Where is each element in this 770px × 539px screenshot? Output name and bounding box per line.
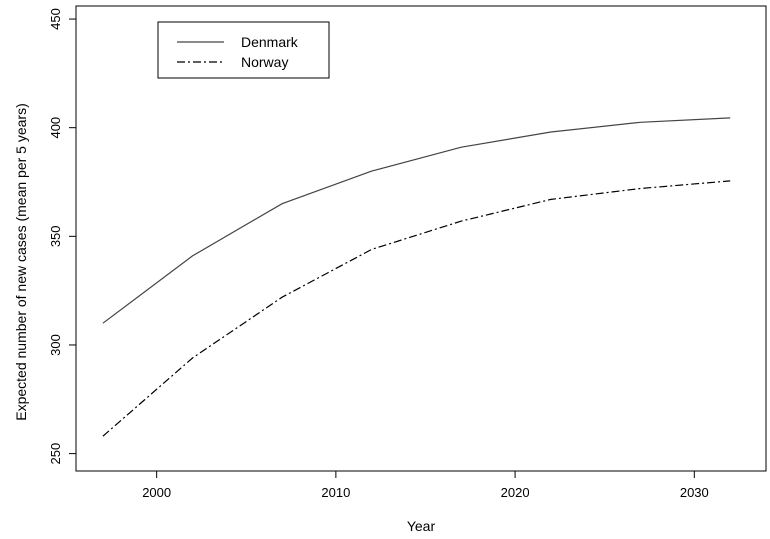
legend-label-denmark: Denmark bbox=[241, 34, 299, 50]
legend-label-norway: Norway bbox=[241, 54, 288, 70]
legend-box bbox=[157, 21, 330, 79]
x-axis-title: Year bbox=[407, 518, 436, 534]
x-tick-label: 2020 bbox=[501, 485, 530, 500]
y-tick-label: 300 bbox=[48, 334, 63, 356]
y-axis-title: Expected number of new cases (mean per 5… bbox=[13, 103, 29, 421]
series-line-norway bbox=[102, 180, 731, 437]
x-tick-label: 2010 bbox=[321, 485, 350, 500]
series-layer bbox=[102, 117, 731, 437]
x-tick-label: 2030 bbox=[680, 485, 709, 500]
plot-frame bbox=[75, 5, 767, 472]
series-line-denmark bbox=[102, 117, 731, 324]
y-tick-label: 250 bbox=[48, 443, 63, 465]
x-tick-label: 2000 bbox=[142, 485, 171, 500]
y-tick-label: 400 bbox=[48, 117, 63, 139]
y-axis: 250 300 350 400 450 bbox=[48, 8, 76, 464]
legend: Denmark Norway bbox=[157, 21, 330, 79]
x-axis: 2000 2010 2020 2030 bbox=[142, 471, 709, 500]
y-tick-label: 350 bbox=[48, 225, 63, 247]
y-tick-label: 450 bbox=[48, 8, 63, 30]
